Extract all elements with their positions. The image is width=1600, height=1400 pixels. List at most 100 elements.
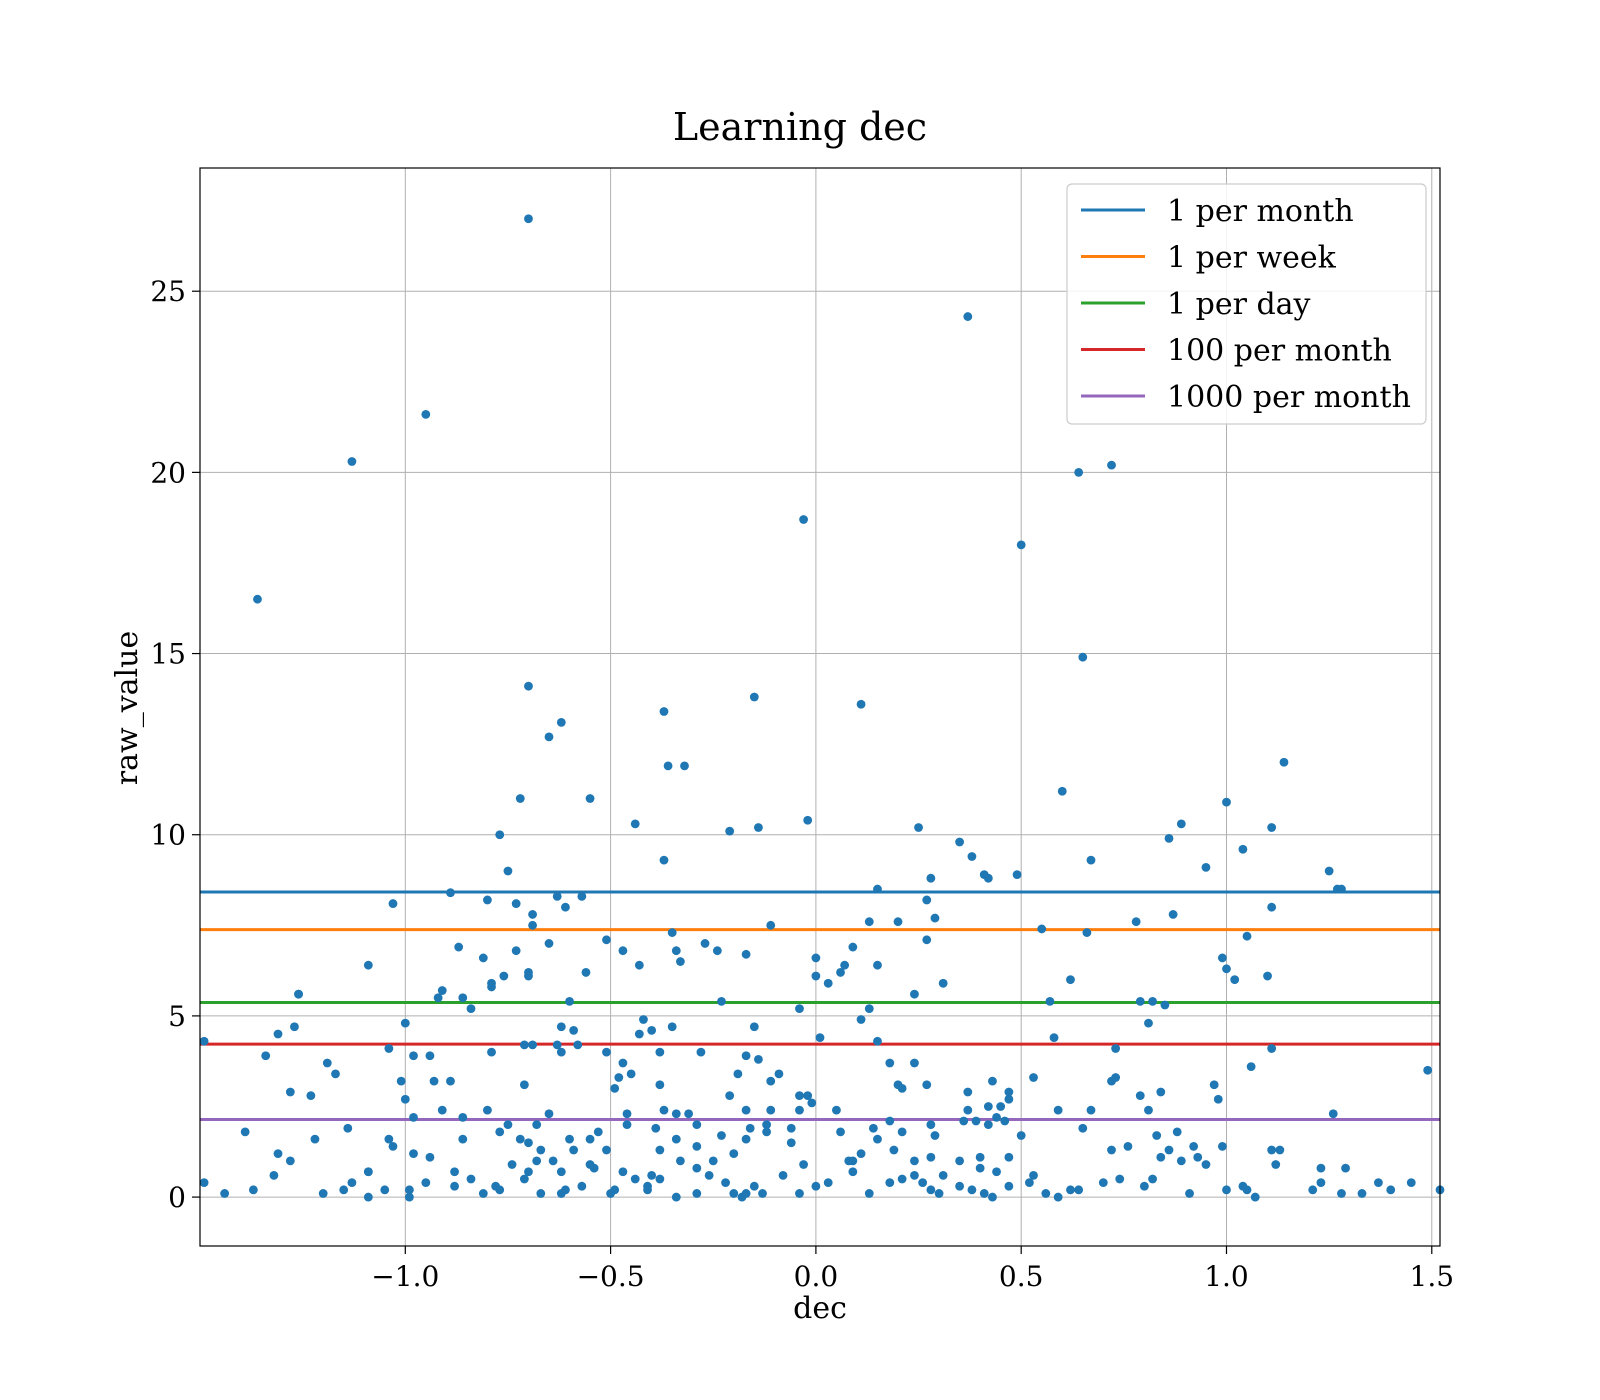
data-point: [918, 1178, 928, 1187]
data-point: [1316, 1163, 1326, 1173]
data-point: [544, 1109, 554, 1119]
data-point: [1176, 819, 1186, 829]
data-point: [671, 1134, 681, 1144]
data-point: [450, 1167, 459, 1177]
data-point: [696, 1047, 706, 1057]
data-point: [975, 1163, 985, 1173]
data-point: [1201, 862, 1211, 872]
data-point: [729, 1149, 739, 1158]
data-point: [388, 899, 398, 908]
data-point: [614, 1073, 624, 1082]
data-point: [864, 917, 874, 927]
data-point: [347, 1178, 357, 1187]
data-point: [429, 1076, 439, 1086]
data-point: [396, 1076, 406, 1086]
data-point: [466, 1174, 476, 1184]
data-point: [856, 1149, 866, 1158]
data-point: [561, 1185, 570, 1195]
data-point: [618, 1167, 628, 1177]
data-point: [1066, 1185, 1075, 1195]
data-point: [622, 1109, 632, 1119]
data-point: [1185, 1189, 1194, 1198]
data-point: [556, 1022, 566, 1032]
data-point: [519, 1080, 529, 1090]
data-point: [922, 1080, 932, 1090]
data-point: [926, 1185, 936, 1195]
data-point: [897, 1174, 907, 1184]
data-point: [1107, 460, 1116, 470]
data-point: [811, 971, 821, 981]
data-point: [630, 819, 640, 829]
data-point: [1086, 855, 1096, 865]
data-point: [647, 1026, 657, 1035]
data-point: [585, 794, 595, 803]
data-point: [487, 982, 496, 992]
data-point: [667, 1022, 677, 1032]
data-point: [331, 1069, 340, 1079]
data-point: [536, 1145, 546, 1155]
data-point: [754, 1054, 763, 1064]
data-point: [741, 1105, 751, 1115]
data-point: [840, 960, 850, 970]
data-point: [458, 993, 468, 1003]
data-point: [930, 913, 940, 923]
data-point: [1267, 902, 1277, 912]
data-point: [1078, 652, 1088, 662]
data-point: [273, 1029, 283, 1039]
legend-label: 100 per month: [1167, 334, 1392, 369]
data-point: [864, 1004, 874, 1014]
data-point: [737, 1192, 747, 1202]
data-point: [1213, 1094, 1223, 1104]
data-point: [503, 866, 513, 876]
data-point: [528, 920, 537, 930]
data-point: [347, 457, 357, 466]
data-point: [799, 515, 808, 524]
data-point: [261, 1051, 271, 1061]
data-point: [290, 1022, 299, 1032]
data-point: [659, 1105, 669, 1115]
data-point: [1098, 1178, 1108, 1187]
data-point: [741, 1134, 751, 1144]
x-tick-label: 1.0: [1204, 1260, 1249, 1293]
data-point: [749, 1022, 759, 1032]
y-tick-label: 25: [150, 275, 186, 308]
data-point: [248, 1185, 258, 1195]
data-point: [671, 1192, 681, 1202]
data-point: [585, 1160, 595, 1169]
data-point: [577, 1181, 587, 1191]
data-point: [511, 899, 521, 908]
data-point: [992, 1167, 1001, 1177]
data-point: [774, 1069, 784, 1079]
data-point: [795, 1189, 804, 1198]
data-point: [310, 1134, 320, 1144]
data-point: [741, 949, 751, 959]
data-point: [495, 1185, 505, 1195]
data-point: [910, 1170, 919, 1180]
data-point: [979, 1189, 989, 1198]
data-point: [450, 1181, 459, 1191]
data-point: [745, 1123, 755, 1133]
data-point: [1374, 1178, 1383, 1187]
data-point: [836, 1127, 845, 1137]
data-point: [1135, 1091, 1145, 1101]
data-point: [1037, 924, 1047, 934]
data-point: [963, 312, 973, 321]
x-tick-label: −1.0: [371, 1260, 439, 1293]
data-point: [1135, 997, 1145, 1006]
data-point: [388, 1141, 398, 1151]
data-point: [524, 971, 533, 981]
data-point: [552, 891, 562, 901]
data-point: [458, 1134, 468, 1144]
data-point: [466, 1004, 476, 1014]
data-point: [556, 1047, 566, 1057]
data-point: [400, 1018, 410, 1028]
data-point: [1324, 866, 1334, 876]
x-tick-label: 0.5: [999, 1260, 1044, 1293]
data-point: [556, 1167, 566, 1177]
data-point: [1082, 928, 1092, 937]
data-point: [524, 1138, 533, 1148]
data-point: [914, 823, 923, 832]
data-point: [717, 997, 726, 1006]
data-point: [1246, 1062, 1256, 1072]
data-point: [754, 823, 763, 832]
